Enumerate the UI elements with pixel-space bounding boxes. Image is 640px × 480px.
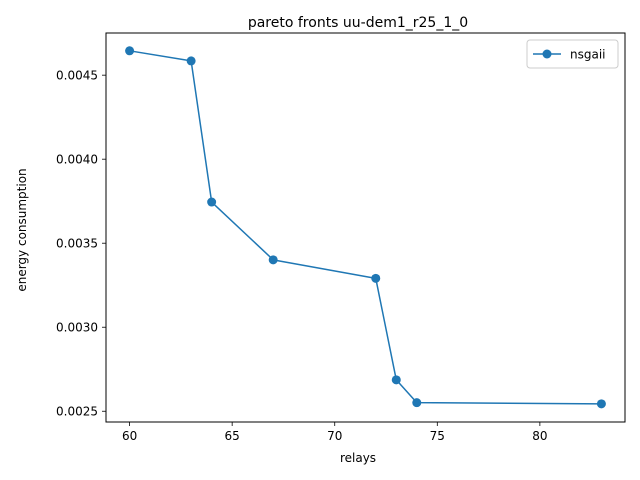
plot-area <box>125 46 606 409</box>
x-tick-label: 70 <box>327 429 342 443</box>
data-point-nsgaii <box>596 399 606 409</box>
y-tick-label: 0.0030 <box>56 321 98 335</box>
legend-box <box>526 39 619 69</box>
data-point-nsgaii <box>412 398 422 408</box>
data-point-nsgaii <box>391 375 401 385</box>
x-tick-label: 75 <box>430 429 445 443</box>
x-axis: 60 65 70 75 80 <box>122 422 548 443</box>
chart-title: pareto fronts uu-dem1_r25_1_0 <box>248 15 468 31</box>
x-tick-label: 80 <box>532 429 547 443</box>
y-tick-label: 0.0035 <box>56 237 98 251</box>
data-point-nsgaii <box>207 197 217 207</box>
data-point-nsgaii <box>125 46 135 56</box>
y-axis-title: energy consumption <box>15 168 29 291</box>
data-point-nsgaii <box>186 56 196 66</box>
y-tick-label: 0.0040 <box>56 153 98 167</box>
y-axis: 0.0025 0.0030 0.0035 0.0040 0.0045 <box>56 69 106 419</box>
legend-label-nsgaii: nsgaii <box>570 48 606 62</box>
legend: nsgaii <box>526 39 619 69</box>
x-axis-title: relays <box>340 451 376 465</box>
x-tick-label: 60 <box>122 429 137 443</box>
y-tick-label: 0.0045 <box>56 69 98 83</box>
plot-frame <box>105 32 626 423</box>
x-tick-label: 65 <box>225 429 240 443</box>
y-tick-label: 0.0025 <box>56 405 98 419</box>
data-point-nsgaii <box>371 273 381 283</box>
legend-marker-nsgaii <box>542 49 552 59</box>
series-line-nsgaii <box>129 50 602 405</box>
data-point-nsgaii <box>268 255 278 265</box>
